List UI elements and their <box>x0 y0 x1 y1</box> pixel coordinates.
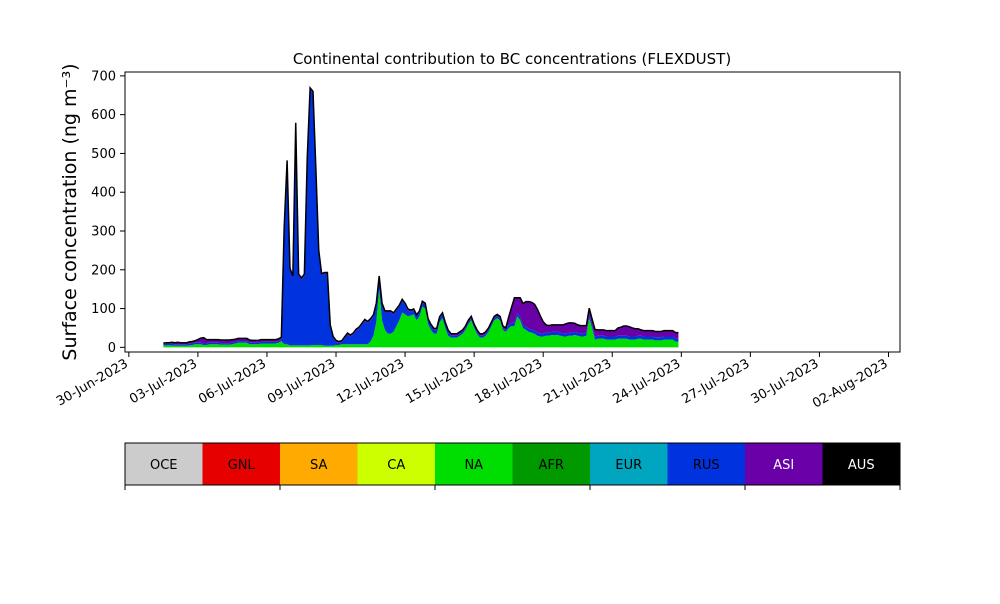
legend: OCE GNL SA CA NA AFR EUR RUS ASI AUS <box>124 442 901 490</box>
series-area-rus <box>163 89 679 346</box>
x-tick-label: 06-Jul-2023 <box>196 356 269 407</box>
legend-swatch-ca <box>357 443 436 485</box>
legend-label-asi: ASI <box>773 458 794 473</box>
legend-swatch-aus <box>822 443 901 485</box>
series-area-na <box>163 289 679 348</box>
legend-swatch-na <box>435 443 513 485</box>
legend-swatch-afr <box>512 443 591 485</box>
x-tick-label: 15-Jul-2023 <box>403 356 476 407</box>
legend-swatch-asi <box>745 443 823 485</box>
legend-swatch-eur <box>590 443 668 485</box>
x-tick-label: 18-Jul-2023 <box>472 356 545 407</box>
x-tick-label: 12-Jul-2023 <box>334 356 407 407</box>
x-tick-label: 03-Jul-2023 <box>127 356 200 407</box>
legend-swatch-gnl <box>202 443 281 485</box>
y-tick-label: 300 <box>91 225 116 240</box>
x-tick-label: 30-Jun-2023 <box>54 356 131 409</box>
x-tick-label: 09-Jul-2023 <box>265 356 338 407</box>
total-outline-line <box>163 85 679 344</box>
y-tick-label: 200 <box>91 263 116 278</box>
y-axis-label: Surface concentration (ng m⁻³) <box>59 63 81 360</box>
y-tick-label: 0 <box>108 341 116 356</box>
x-tick-label: 02-Aug-2023 <box>810 356 890 411</box>
plot-area: 0 100 200 300 400 500 600 700 30-Jun-202303-Jul-… <box>54 69 901 412</box>
legend-frame <box>124 442 901 486</box>
legend-label-gnl: GNL <box>228 458 256 473</box>
x-tick-label: 27-Jul-2023 <box>680 356 753 407</box>
legend-swatch-oce <box>125 443 203 485</box>
plot-frame <box>124 71 901 353</box>
y-tick-label: 600 <box>91 108 116 123</box>
legend-swatch-rus <box>667 443 746 485</box>
y-tick-label: 100 <box>91 302 116 317</box>
legend-label-na: NA <box>464 458 483 473</box>
legend-swatch-sa <box>280 443 358 485</box>
y-tick-label: 700 <box>91 69 116 84</box>
legend-label-aus: AUS <box>848 458 875 473</box>
x-tick-label: 24-Jul-2023 <box>610 356 683 407</box>
legend-label-ca: CA <box>387 458 405 473</box>
legend-label-afr: AFR <box>539 458 564 473</box>
y-tick-label: 500 <box>91 147 116 162</box>
y-tick-label: 400 <box>91 186 116 201</box>
legend-label-rus: RUS <box>693 458 720 473</box>
legend-label-eur: EUR <box>615 458 642 473</box>
legend-label-sa: SA <box>310 458 327 473</box>
legend-label-oce: OCE <box>150 458 178 473</box>
chart-title: Continental contribution to BC concentra… <box>293 50 731 68</box>
x-tick-label: 21-Jul-2023 <box>541 356 614 407</box>
